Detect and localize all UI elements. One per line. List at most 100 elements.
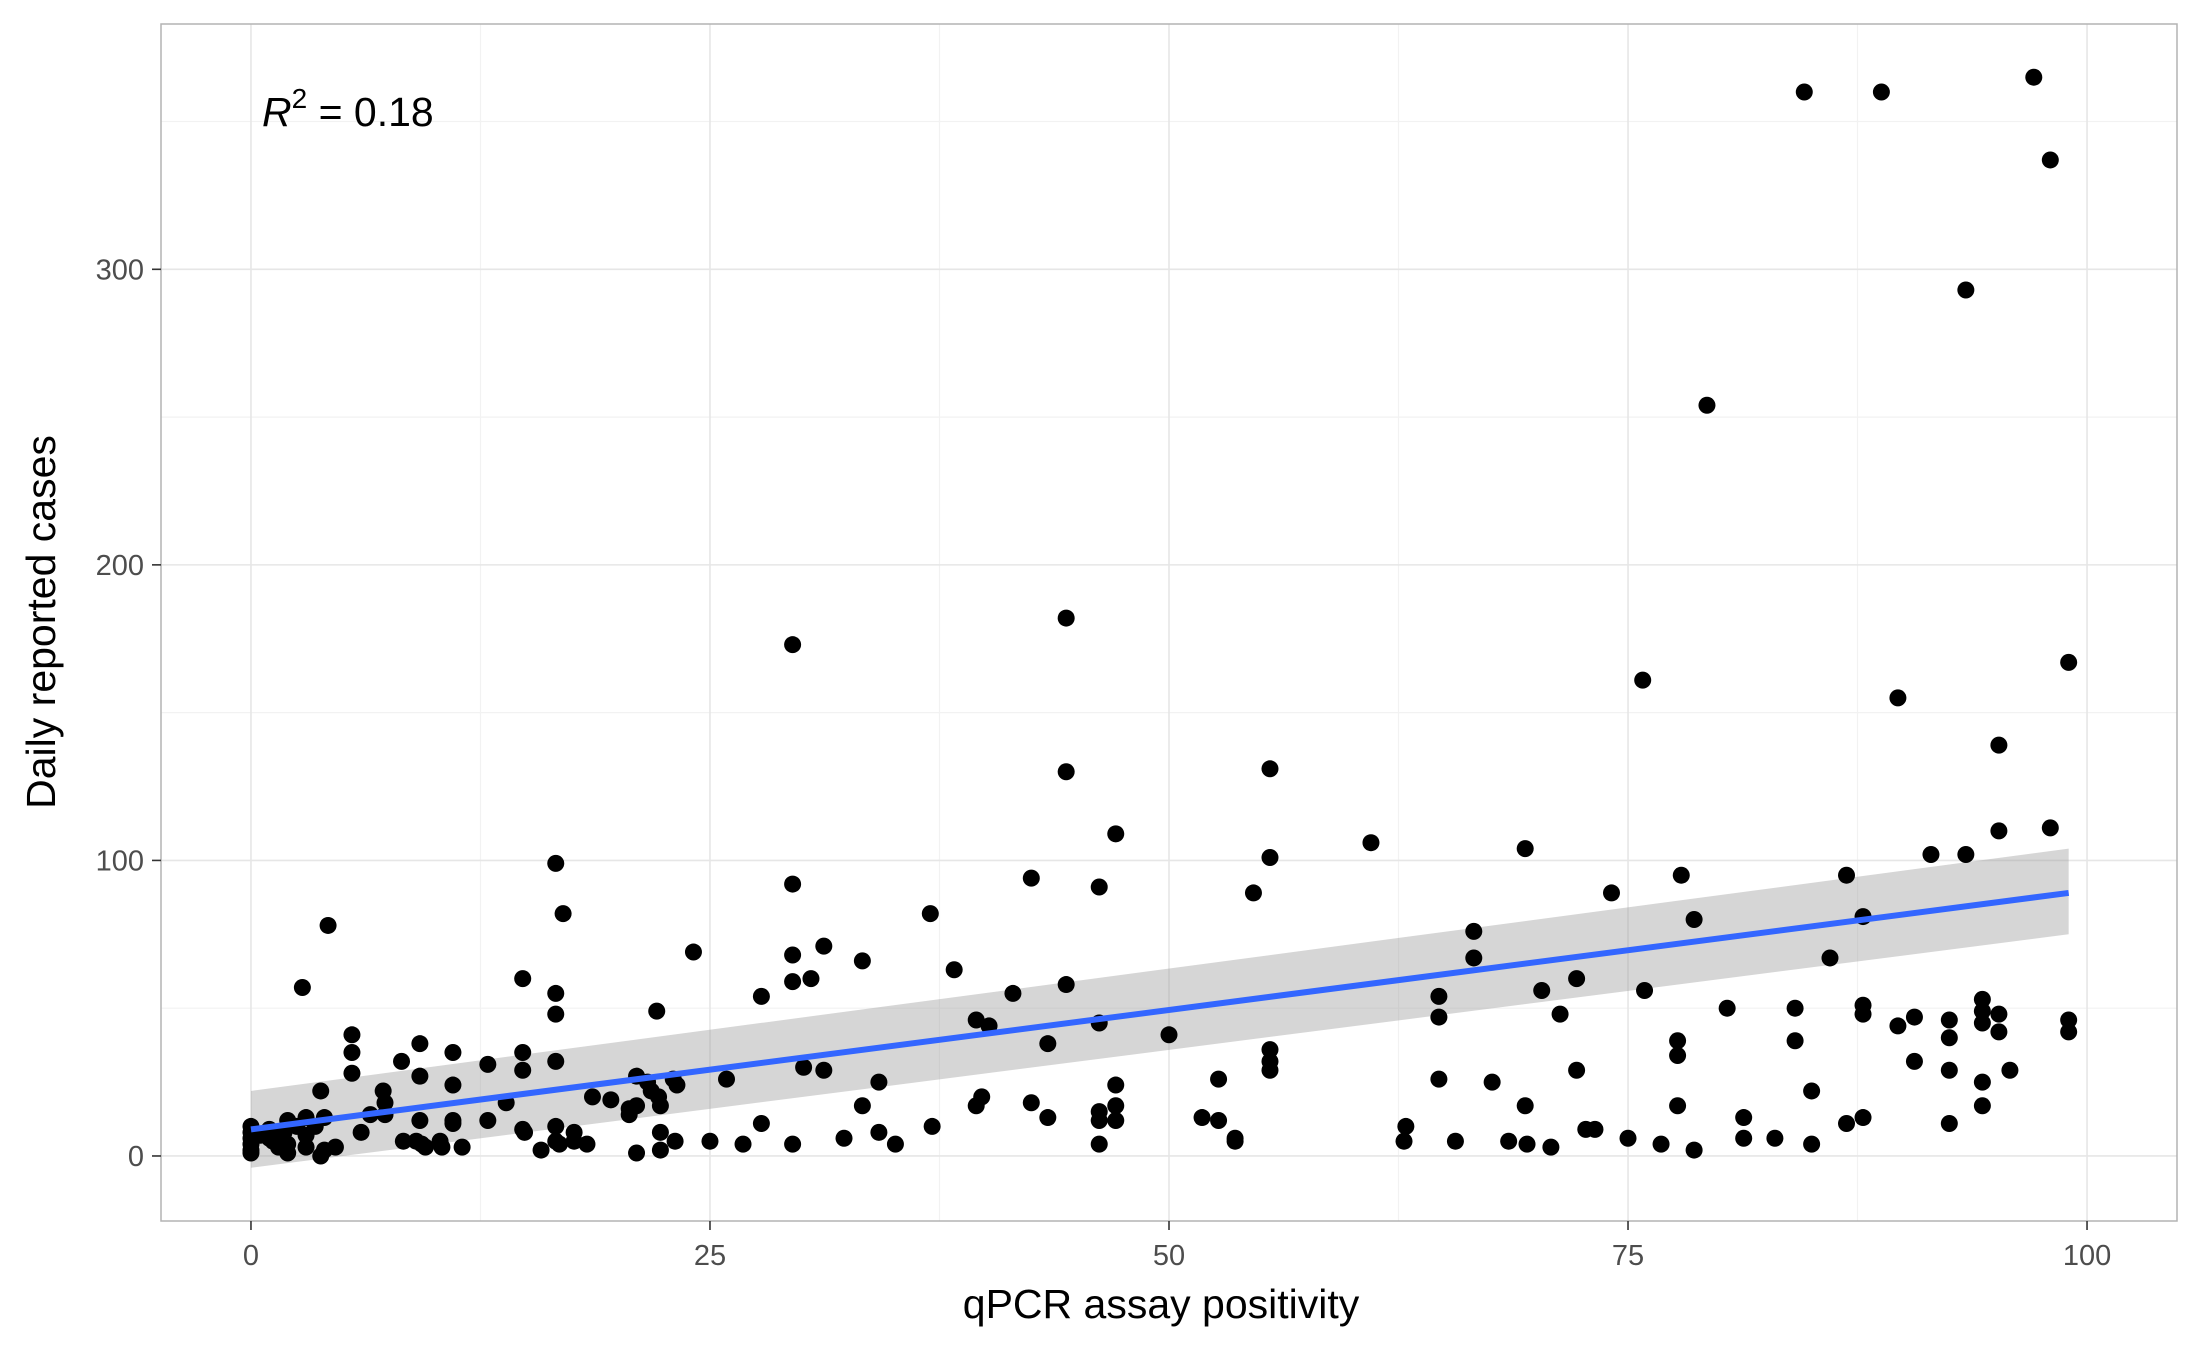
y-axis-title: Daily reported cases: [18, 435, 64, 809]
data-point: [1261, 1041, 1279, 1059]
data-point: [1500, 1132, 1518, 1150]
data-point: [1090, 1112, 1108, 1130]
data-point: [514, 970, 532, 988]
data-point: [1568, 1061, 1586, 1079]
data-point: [514, 1044, 532, 1062]
data-point: [547, 984, 565, 1002]
data-point: [554, 905, 572, 923]
data-point: [1957, 846, 1975, 864]
data-point: [1261, 1061, 1279, 1079]
data-point: [1397, 1117, 1415, 1135]
data-point: [752, 1114, 770, 1132]
data-point: [1261, 848, 1279, 866]
data-point: [1430, 1070, 1448, 1088]
data-point: [835, 1129, 853, 1147]
data-point: [784, 636, 802, 654]
data-point: [433, 1138, 451, 1156]
data-point: [784, 875, 802, 893]
data-point: [343, 1064, 361, 1082]
y-tick-label: 100: [96, 845, 144, 877]
data-point: [1516, 1097, 1534, 1115]
data-point: [1990, 1023, 2008, 1041]
data-point: [2001, 1061, 2019, 1079]
data-point: [1057, 609, 1075, 627]
data-point: [795, 1058, 813, 1076]
data-point: [312, 1082, 330, 1100]
data-point: [1430, 987, 1448, 1005]
data-point: [1210, 1112, 1228, 1130]
data-point: [1634, 671, 1652, 689]
data-point: [1685, 911, 1703, 929]
data-point: [1803, 1135, 1821, 1153]
data-point: [1586, 1120, 1604, 1138]
r-squared-superscript: 2: [292, 83, 308, 114]
data-point: [1518, 1135, 1536, 1153]
data-point: [1803, 1082, 1821, 1100]
data-point: [1465, 922, 1483, 940]
data-point: [967, 1011, 985, 1029]
data-point: [1430, 1008, 1448, 1026]
data-point: [1957, 281, 1975, 299]
data-point: [1022, 1094, 1040, 1112]
data-point: [547, 1117, 565, 1135]
data-point: [279, 1144, 297, 1162]
r-squared-base: R: [262, 89, 292, 135]
y-axis-ticks: 0 100 200 300: [96, 254, 161, 1173]
x-tick-label: 0: [243, 1240, 259, 1272]
data-point: [1872, 83, 1890, 101]
data-point: [1362, 834, 1380, 852]
data-point: [1516, 840, 1534, 858]
data-point: [2041, 819, 2059, 837]
data-point: [923, 1117, 941, 1135]
data-point: [547, 1052, 565, 1070]
x-tick-label: 50: [1153, 1240, 1185, 1272]
data-point: [1973, 1073, 1991, 1091]
data-point: [701, 1132, 719, 1150]
data-point: [734, 1135, 752, 1153]
data-point: [1210, 1070, 1228, 1088]
data-point: [853, 1097, 871, 1115]
data-point: [411, 1112, 429, 1130]
data-point: [1602, 884, 1620, 902]
data-point: [718, 1070, 736, 1088]
data-point: [1107, 1112, 1125, 1130]
data-point: [547, 1005, 565, 1023]
data-point: [651, 1123, 669, 1141]
data-point: [651, 1097, 669, 1115]
data-point: [565, 1132, 583, 1150]
data-point: [583, 1088, 601, 1106]
data-point: [815, 937, 833, 955]
x-tick-label: 75: [1612, 1240, 1644, 1272]
data-point: [648, 1002, 666, 1020]
x-axis-ticks: 0 25 50 75 100: [243, 1221, 2111, 1272]
data-point: [319, 916, 337, 934]
data-points: [242, 68, 2078, 1165]
data-point: [752, 987, 770, 1005]
data-point: [2060, 653, 2078, 671]
data-point: [651, 1141, 669, 1159]
data-point: [1990, 1005, 2008, 1023]
data-point: [1568, 970, 1586, 988]
data-point: [578, 1135, 596, 1153]
data-point: [853, 952, 871, 970]
data-point: [1039, 1109, 1057, 1127]
data-point: [1090, 878, 1108, 896]
data-point: [1057, 976, 1075, 994]
data-point: [416, 1138, 434, 1156]
data-point: [1854, 1109, 1872, 1127]
data-point: [1107, 1076, 1125, 1094]
data-point: [1542, 1138, 1560, 1156]
data-point: [1905, 1008, 1923, 1026]
data-point: [550, 1135, 568, 1153]
data-point: [870, 1123, 888, 1141]
data-point: [628, 1097, 646, 1115]
data-point: [1838, 1114, 1856, 1132]
data-point: [1090, 1135, 1108, 1153]
data-point: [1889, 1017, 1907, 1035]
data-point: [1039, 1035, 1057, 1053]
data-point: [393, 1052, 411, 1070]
data-point: [784, 946, 802, 964]
data-point: [394, 1132, 412, 1150]
data-point: [784, 973, 802, 991]
